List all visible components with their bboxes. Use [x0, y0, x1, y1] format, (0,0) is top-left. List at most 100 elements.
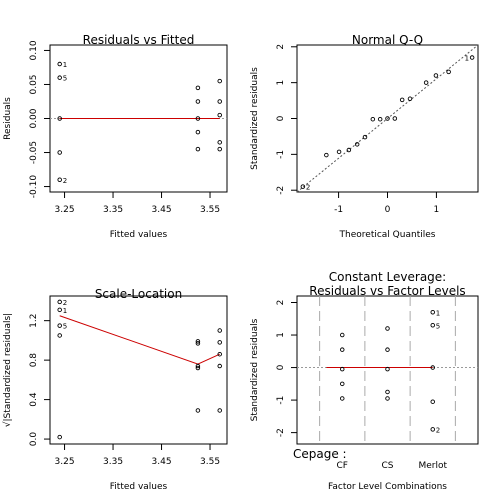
data-point	[399, 97, 405, 103]
data-point	[217, 146, 222, 152]
y-tick-label: 0.0	[29, 432, 39, 447]
data-point	[336, 149, 342, 155]
data-point	[423, 80, 429, 85]
data-point	[370, 116, 376, 122]
x-axis-label: Fitted values	[110, 230, 168, 240]
y-tick-label: -0.10	[29, 175, 39, 199]
data-point	[430, 310, 436, 315]
data-point	[195, 99, 201, 104]
x-tick-label: 3.25	[55, 457, 75, 467]
x-tick-label: 0	[385, 205, 391, 215]
y-tick-label: 0.00	[29, 108, 39, 128]
data-point	[430, 323, 436, 328]
data-point	[195, 85, 201, 91]
data-point	[217, 112, 222, 118]
smoother-line	[59, 315, 220, 365]
data-point	[57, 116, 62, 121]
x-tick-label: 3.35	[103, 205, 123, 215]
point-label: 1	[63, 61, 67, 69]
chart-subtitle: Residuals vs Factor Levels	[309, 284, 465, 298]
chart-title: Constant Leverage:	[329, 270, 446, 284]
point-label: 2	[63, 177, 67, 185]
data-point	[217, 78, 222, 84]
data-point	[217, 351, 222, 357]
data-point	[446, 69, 451, 75]
point-label: 5	[63, 75, 67, 83]
point-label: 2	[306, 184, 310, 192]
data-point	[340, 381, 345, 387]
y-tick-label: -2	[276, 428, 286, 437]
chart-title: Residuals vs Fitted	[83, 33, 195, 47]
y-tick-label: 0.4	[29, 392, 39, 407]
category-label: CS	[382, 461, 394, 471]
plot-frame	[296, 295, 479, 445]
x-tick-label: 3.35	[103, 457, 123, 467]
data-point	[433, 73, 439, 78]
data-point	[195, 365, 201, 371]
data-point	[430, 399, 436, 404]
data-point	[354, 142, 360, 147]
data-point	[195, 341, 201, 346]
data-point	[300, 184, 306, 189]
data-point	[57, 307, 62, 313]
data-point	[346, 147, 352, 153]
point-label: 5	[63, 323, 67, 331]
x-axis-label: Factor Level Combinations	[328, 482, 447, 492]
data-point	[57, 177, 62, 182]
category-label: Merlot	[418, 461, 447, 471]
data-point	[57, 323, 62, 328]
data-point	[340, 332, 345, 338]
data-point	[195, 146, 201, 152]
data-point	[57, 75, 62, 80]
y-axis-label: √|Standardized residuals|	[2, 313, 13, 427]
y-tick-label: -1	[276, 396, 286, 405]
x-tick-label: 3.45	[152, 205, 172, 215]
data-point	[324, 152, 329, 158]
data-point	[430, 365, 436, 370]
data-point	[385, 389, 390, 395]
qq-reference-line	[296, 44, 479, 193]
chart-title: Scale-Location	[95, 287, 182, 301]
panel-1: Residuals vs Fitted Fitted values Residual…	[3, 33, 228, 240]
y-tick-label: 0.8	[29, 353, 39, 368]
data-point	[217, 363, 222, 369]
data-point	[362, 134, 368, 140]
data-point	[340, 347, 345, 352]
data-point	[385, 396, 390, 401]
x-tick-label: 1	[434, 205, 440, 215]
y-tick-label: 1.2	[29, 314, 39, 328]
point-label: 1	[436, 309, 440, 317]
data-point	[340, 396, 345, 401]
panel-2: Normal Q-Q Theoretical Quantiles Standardi…	[250, 33, 479, 240]
y-tick-label: 1	[276, 80, 286, 86]
y-tick-label: 1	[276, 332, 286, 338]
data-point	[57, 150, 62, 155]
data-point	[217, 328, 222, 333]
x-tick-label: -1	[334, 205, 343, 215]
y-tick-label: 0.10	[29, 40, 39, 60]
plot-frame	[49, 295, 228, 445]
panel-4: Constant Leverage:Residuals vs Factor Le…	[250, 270, 479, 492]
data-point	[57, 61, 62, 67]
factor-label: Cepage :	[293, 447, 347, 461]
data-point	[377, 116, 383, 122]
data-point	[217, 99, 222, 104]
data-point	[430, 427, 436, 432]
y-tick-label: -1	[276, 150, 286, 159]
y-tick-label: 2	[276, 44, 286, 50]
data-point	[385, 116, 390, 121]
data-point	[195, 129, 201, 135]
point-label: 2	[436, 426, 440, 434]
x-tick-label: 3.55	[200, 205, 220, 215]
x-tick-label: 3.45	[152, 457, 172, 467]
point-label: 1	[465, 55, 469, 63]
data-point	[195, 116, 201, 121]
x-axis-label: Theoretical Quantiles	[339, 230, 436, 240]
data-point	[217, 140, 222, 145]
data-point	[340, 366, 345, 372]
y-tick-label: -2	[276, 186, 286, 195]
data-point	[385, 347, 390, 352]
data-point	[57, 299, 62, 305]
category-label: CF	[337, 461, 348, 471]
